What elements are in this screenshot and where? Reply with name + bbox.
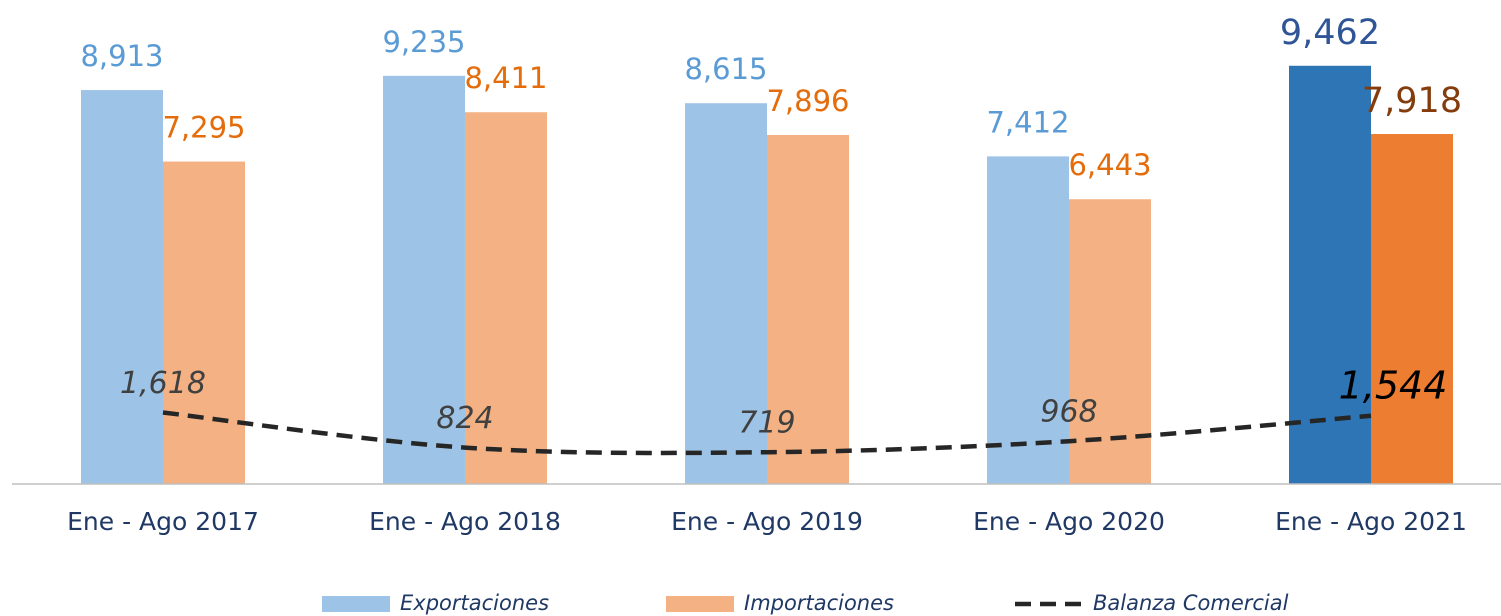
bar-value-label: 8,913 xyxy=(80,39,163,73)
line-value-label: 1,618 xyxy=(120,366,206,401)
bar-value-label: 8,615 xyxy=(684,52,767,86)
legend-swatch xyxy=(666,596,734,612)
bar xyxy=(465,112,547,485)
bar xyxy=(383,75,465,485)
bar xyxy=(1371,134,1453,484)
bar xyxy=(987,156,1069,485)
legend-swatch xyxy=(322,596,390,612)
legend-label: Balanza Comercial xyxy=(1093,591,1289,615)
line-value-label: 1,544 xyxy=(1339,363,1448,407)
bar-value-label: 9,462 xyxy=(1280,13,1380,53)
x-tick-label: Ene - Ago 2019 xyxy=(671,507,863,536)
legend-label: Exportaciones xyxy=(400,591,549,615)
x-tick-label: Ene - Ago 2017 xyxy=(67,507,259,536)
bar-value-label: 7,412 xyxy=(986,105,1069,139)
x-tick-label: Ene - Ago 2018 xyxy=(369,507,561,536)
bar-value-label: 7,896 xyxy=(766,84,849,118)
bar xyxy=(1069,199,1151,484)
legend-label: Importaciones xyxy=(744,591,894,615)
line xyxy=(162,410,1372,456)
bar xyxy=(685,103,767,484)
bar-value-label: 8,411 xyxy=(464,61,547,95)
line-value-label: 968 xyxy=(1040,395,1097,430)
x-tick-label: Ene - Ago 2020 xyxy=(973,507,1165,536)
line-value-label: 824 xyxy=(436,401,493,436)
bar xyxy=(163,161,245,484)
line-value-label: 719 xyxy=(738,406,795,441)
bar-value-label: 9,235 xyxy=(382,25,465,59)
bar-value-label: 7,918 xyxy=(1362,81,1462,121)
bar-value-label: 6,443 xyxy=(1068,148,1151,182)
bar-value-label: 7,295 xyxy=(162,111,245,145)
x-tick-label: Ene - Ago 2021 xyxy=(1275,507,1467,536)
bar xyxy=(1289,65,1371,484)
bar xyxy=(81,90,163,484)
bar xyxy=(767,134,849,484)
